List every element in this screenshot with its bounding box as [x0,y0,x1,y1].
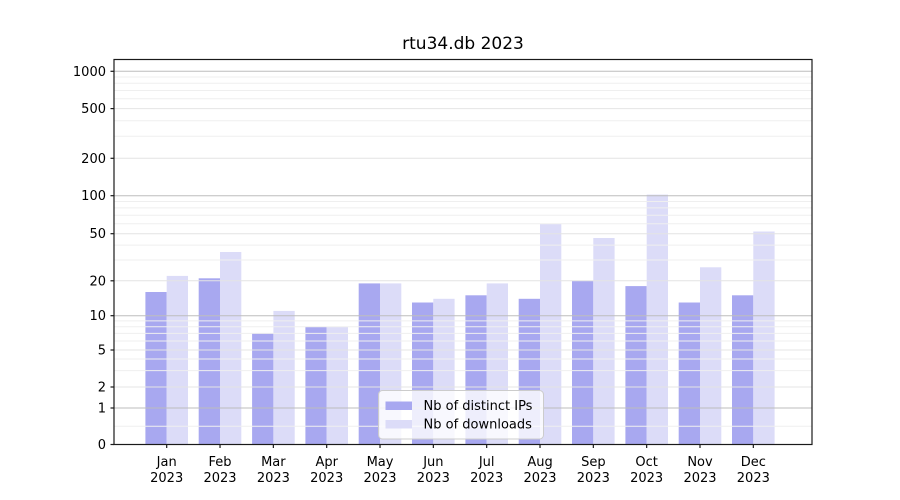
bar-nov-ips [678,302,700,445]
bar-sep-ips [572,280,594,445]
bar-oct-downloads [646,194,668,445]
bar-mar-downloads [273,310,295,445]
bar-jan-ips [145,292,167,445]
y-tick-label: 10 [89,309,106,324]
x-tick-label-month: Jul [478,455,495,470]
legend-swatch-downloads [385,420,412,429]
legend-box [378,390,544,440]
x-tick-label-month: Jun [422,455,443,470]
legend-swatch-ips [385,401,412,410]
legend-label: Nb of downloads [424,418,533,433]
bar-dec-downloads [753,231,775,445]
grid [114,70,812,427]
x-tick-label-year: 2023 [150,471,183,486]
y-tick-label: 1000 [73,65,106,80]
x-tick-label-month: Apr [315,455,338,470]
y-tick-label: 50 [89,227,106,242]
x-tick-label-month: Oct [635,455,657,470]
bar-feb-ips [198,278,220,445]
x-tick-label-month: Nov [687,455,713,470]
x-axis: Jan2023Feb2023Mar2023Apr2023May2023Jun20… [150,444,770,486]
y-tick-label: 100 [81,189,106,204]
y-tick-label: 200 [81,152,106,167]
y-tick-label: 1 [98,402,106,417]
x-tick-label-year: 2023 [203,471,236,486]
plot-frame [113,58,813,446]
bar-apr-downloads [326,326,348,445]
x-tick-label-month: Feb [209,455,232,470]
x-tick-label-month: Aug [527,455,552,470]
x-tick-label-year: 2023 [257,471,290,486]
x-tick-label-year: 2023 [417,471,450,486]
x-tick-label-year: 2023 [310,471,343,486]
x-tick-label-month: May [367,455,394,470]
x-tick-label-year: 2023 [470,471,503,486]
bar-aug-downloads [540,223,562,445]
x-tick-label-year: 2023 [523,471,556,486]
x-tick-label-year: 2023 [630,471,663,486]
legend: Nb of distinct IPs Nb of downloads [378,390,544,440]
x-tick-label-month: Dec [741,455,766,470]
bar-feb-downloads [220,252,242,445]
bar-oct-ips [625,286,647,445]
legend-label: Nb of distinct IPs [424,399,533,414]
y-tick-label: 5 [98,344,106,359]
y-tick-label: 2 [98,381,106,396]
bar-dec-ips [732,295,754,445]
x-tick-label-month: Sep [581,455,606,470]
x-tick-label-year: 2023 [737,471,770,486]
bar-apr-ips [305,326,327,445]
x-tick-label-month: Jan [156,455,177,470]
bar-jan-downloads [166,275,188,445]
x-tick-label-year: 2023 [577,471,610,486]
chart-title: rtu34.db 2023 [402,34,524,54]
x-tick-label-year: 2023 [363,471,396,486]
bar-may-ips [358,283,380,445]
x-tick-label-month: Mar [261,455,286,470]
y-tick-label: 500 [81,102,106,117]
y-tick-label: 20 [89,274,106,289]
y-axis: 0 1 2 5 10 20 50 100 200 500 1000 [73,65,114,453]
x-tick-label-year: 2023 [683,471,716,486]
bar-nov-downloads [700,267,722,445]
y-tick-label: 0 [98,438,106,453]
bar-mar-ips [252,333,274,445]
